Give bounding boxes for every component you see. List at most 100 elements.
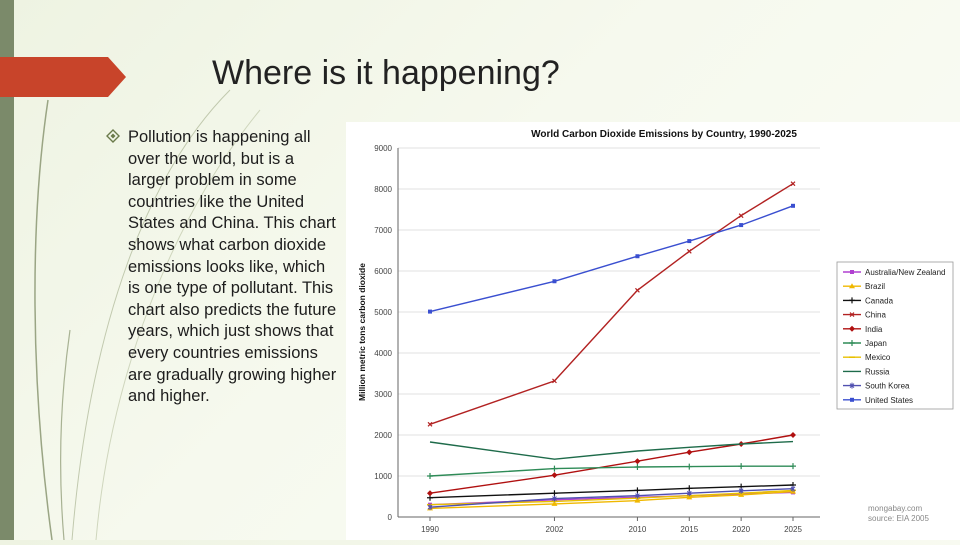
series-south-korea — [427, 485, 796, 511]
data-point — [427, 421, 433, 427]
data-point — [790, 432, 796, 438]
legend: Australia/New Zealand Brazil Canada China In… — [843, 268, 945, 405]
x-tick-label: 2010 — [629, 525, 647, 534]
data-point — [686, 494, 693, 500]
decorative-swooshes — [34, 89, 261, 540]
data-point — [427, 504, 433, 511]
series-united-states — [428, 203, 795, 314]
data-point — [551, 500, 558, 506]
legend-label: South Korea — [865, 382, 910, 391]
source-line-1: mongabay.com — [868, 504, 922, 513]
bullet-point: Pollution is happening all over the worl… — [106, 127, 338, 408]
y-tick-label: 3000 — [374, 390, 392, 399]
y-tick-label: 4000 — [374, 349, 392, 358]
grid-lines — [398, 147, 820, 518]
series-line — [429, 465, 793, 477]
y-tick-label: 1000 — [374, 472, 392, 481]
series-line — [429, 434, 794, 494]
series-line — [429, 490, 794, 510]
slide-title: Where is it happening? — [212, 54, 560, 92]
x-tick-label: 2002 — [546, 525, 564, 534]
slide-side-bar — [0, 0, 14, 540]
chart-title: World Carbon Dioxide Emissions by Countr… — [531, 129, 797, 140]
legend-item: Australia/New Zealand — [843, 268, 945, 277]
legend-label: Canada — [865, 296, 894, 305]
diamond-bullet-icon — [106, 129, 120, 143]
legend-item: Mexico — [843, 353, 891, 362]
legend-item: Japan — [843, 339, 887, 348]
y-tick-label: 2000 — [374, 431, 392, 440]
legend-label: Russia — [865, 367, 890, 376]
data-point — [738, 463, 745, 470]
bullet-text: Pollution is happening all over the worl… — [128, 128, 337, 406]
legend-item: South Korea — [843, 382, 910, 391]
data-point — [635, 287, 640, 293]
data-point — [850, 397, 854, 402]
data-point — [849, 312, 855, 318]
data-point — [552, 378, 557, 384]
data-point — [427, 490, 433, 497]
chart-panel: World Carbon Dioxide Emissions by Countr… — [346, 122, 960, 540]
data-point — [686, 248, 692, 254]
series-line — [429, 205, 794, 313]
data-point — [849, 340, 855, 346]
series-line — [429, 440, 794, 460]
data-point — [790, 485, 796, 492]
data-point — [738, 491, 745, 497]
title-accent-bar — [0, 57, 108, 97]
x-tick-label: 1990 — [421, 525, 439, 534]
series-china — [427, 181, 796, 427]
data-point — [849, 382, 855, 389]
data-point — [687, 239, 692, 244]
y-tick-label: 8000 — [374, 185, 392, 194]
legend-label: Japan — [865, 339, 887, 348]
x-tick-label: 2025 — [784, 525, 802, 534]
legend-label: United States — [865, 396, 913, 405]
data-point — [428, 309, 432, 314]
data-point — [427, 473, 433, 479]
data-point — [552, 279, 557, 284]
y-tick-label: 5000 — [374, 308, 392, 317]
data-point — [634, 463, 641, 470]
x-tick-labels: 1990 2002 2010 2015 2020 2025 — [421, 517, 802, 534]
series-lines — [427, 181, 796, 511]
series-line — [429, 183, 794, 425]
data-point — [686, 490, 692, 497]
data-point — [686, 449, 693, 456]
source-line-2: source: EIA 2005 — [868, 514, 929, 523]
data-point — [739, 223, 744, 228]
data-point — [738, 213, 744, 219]
data-point — [634, 497, 641, 503]
y-tick-label: 9000 — [374, 144, 392, 153]
legend-item: Canada — [843, 296, 894, 305]
data-point — [791, 203, 795, 208]
data-point — [686, 463, 693, 470]
data-point — [850, 270, 854, 274]
data-point — [551, 472, 558, 479]
y-tick-label: 7000 — [374, 226, 392, 235]
x-tick-label: 2015 — [680, 525, 698, 534]
legend-item: United States — [843, 396, 913, 405]
data-point — [849, 283, 855, 289]
legend-label: China — [865, 311, 886, 320]
data-point — [634, 487, 641, 494]
data-point — [551, 465, 558, 472]
data-point — [849, 325, 855, 332]
series-india — [427, 432, 796, 497]
data-point — [635, 254, 640, 259]
legend-item: India — [843, 325, 883, 334]
y-tick-label: 6000 — [374, 267, 392, 276]
title-accent-arrow — [108, 57, 126, 97]
y-tick-labels: 0 1000 2000 3000 4000 5000 6000 7000 8000 9000 — [374, 144, 392, 522]
legend-label: India — [865, 325, 883, 334]
emissions-chart: World Carbon Dioxide Emissions by Countr… — [357, 129, 954, 534]
legend-item: China — [843, 311, 886, 320]
series-japan — [427, 463, 796, 479]
series-russia — [429, 440, 794, 460]
series-canada — [427, 482, 796, 501]
data-point — [551, 490, 558, 497]
data-point — [849, 297, 855, 304]
data-point — [790, 181, 796, 187]
data-point — [634, 458, 641, 465]
data-point — [790, 463, 796, 470]
